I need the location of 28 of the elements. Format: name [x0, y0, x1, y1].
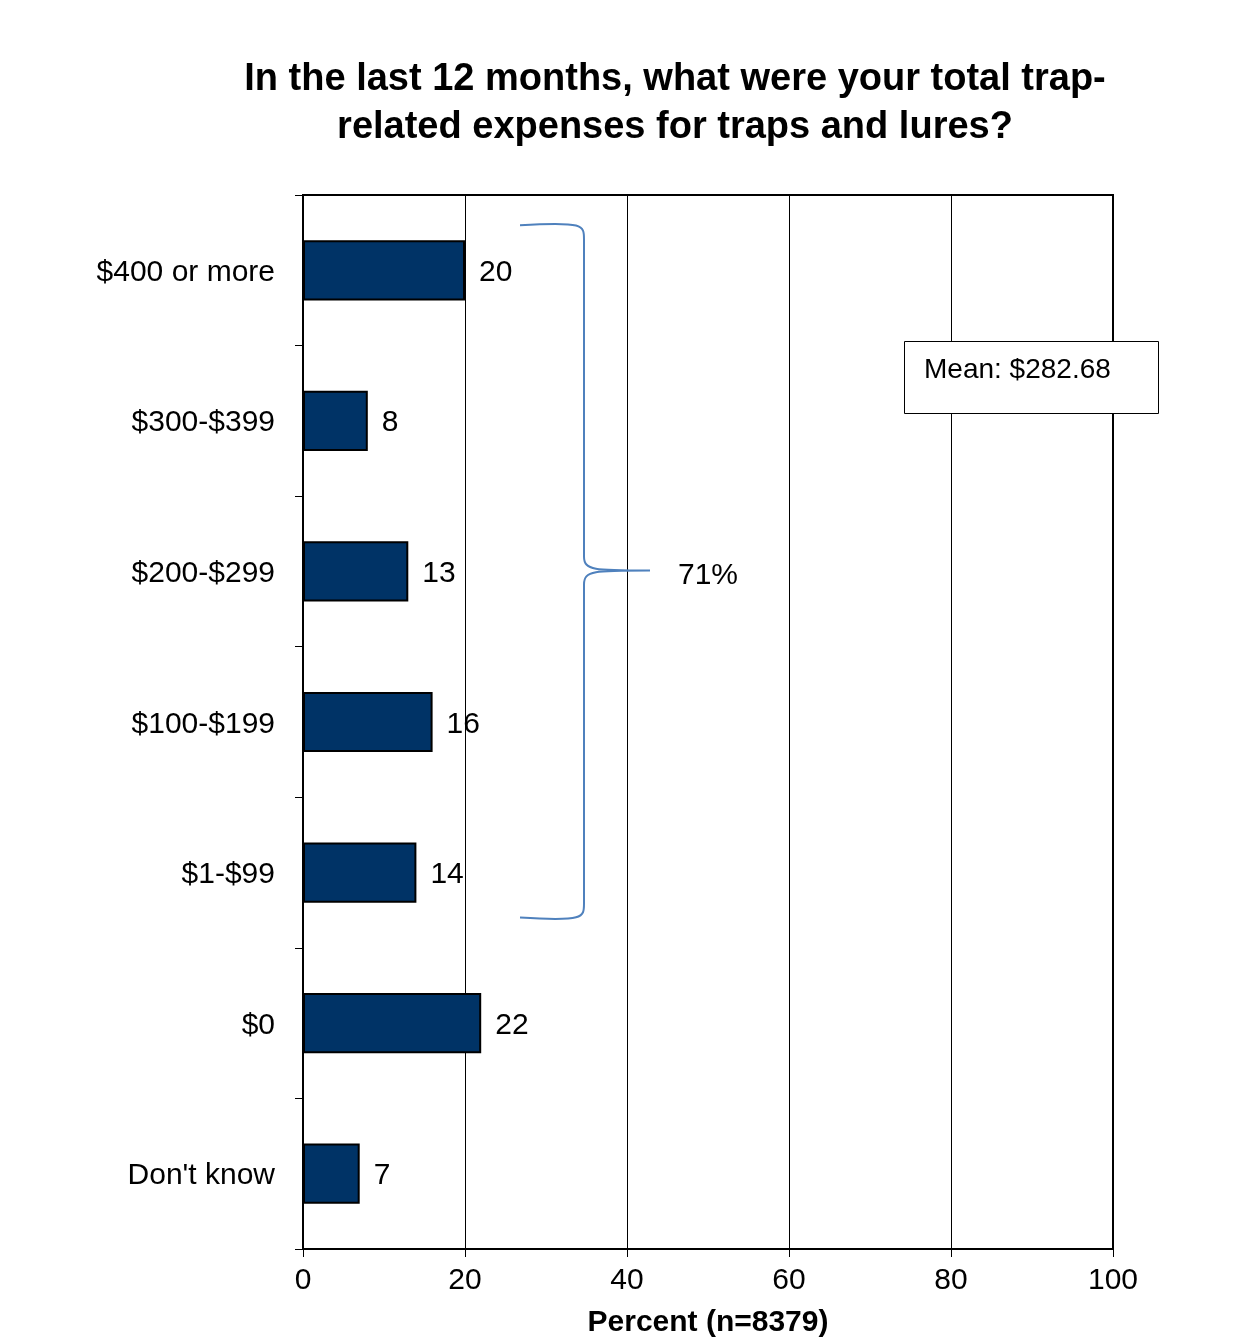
x-tick-label: 80	[934, 1261, 968, 1295]
data-label: 13	[422, 554, 456, 588]
bar	[303, 691, 433, 753]
x-axis-title: Percent (n=8379)	[587, 1303, 829, 1337]
annotation: Mean: $282.68	[924, 352, 1111, 384]
y-tick-label: $300-$399	[131, 404, 275, 438]
data-label: 22	[495, 1006, 529, 1040]
y-tick-label: $0	[241, 1006, 275, 1040]
data-label: 20	[479, 253, 513, 287]
x-tick-label: 0	[294, 1261, 312, 1295]
x-tick-label: 100	[1087, 1261, 1139, 1295]
bar	[303, 842, 417, 903]
y-tick-label: $100-$199	[131, 705, 275, 739]
annotation: 71%	[678, 556, 739, 590]
chart-title: In the last 12 months, what were your total trap- related expenses for traps and lures?	[244, 56, 1106, 146]
y-tick-label: $1-$99	[181, 856, 275, 890]
x-tick-label: 60	[772, 1261, 806, 1295]
y-tick-label: $400 or more	[96, 253, 275, 287]
x-tick-label: 20	[448, 1261, 482, 1295]
bar	[303, 541, 409, 602]
bar	[303, 1143, 360, 1204]
bar	[303, 390, 368, 451]
data-label: 8	[381, 404, 399, 438]
data-label: 14	[430, 856, 464, 890]
data-label: 7	[373, 1157, 391, 1191]
y-tick-label: Don't know	[127, 1157, 276, 1191]
y-tick-label: $200-$299	[131, 554, 275, 588]
x-tick-label: 40	[610, 1261, 644, 1295]
